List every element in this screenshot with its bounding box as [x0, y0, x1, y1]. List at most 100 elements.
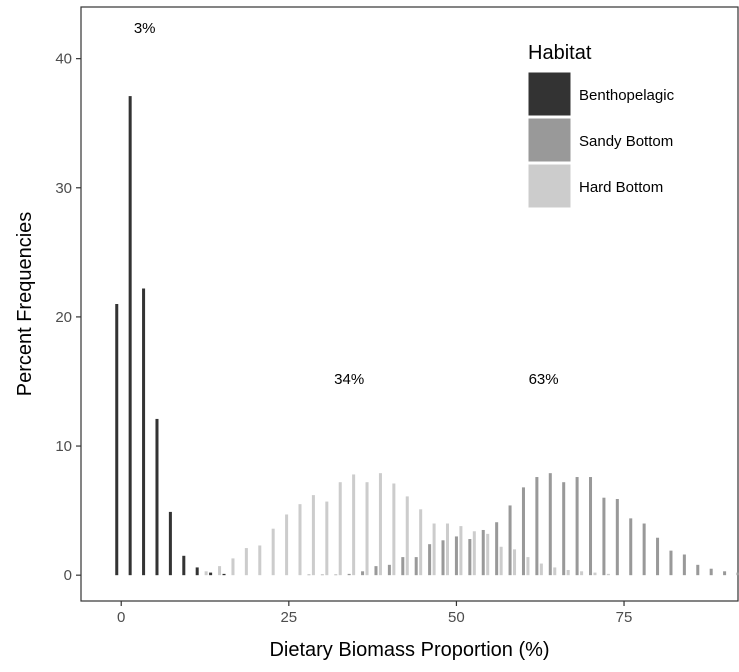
bar-sandy-bottom-7 [401, 557, 405, 576]
bar-sandy-bottom-25 [642, 523, 646, 576]
x-tick-label-3: 75 [616, 609, 633, 626]
bar-sandy-bottom-10 [441, 540, 445, 576]
bar-hard-bottom-23 [513, 549, 517, 576]
legend-key-benthopelagic [527, 71, 572, 117]
bar-hard-bottom-25 [539, 563, 543, 576]
y-tick-label-3: 30 [55, 180, 72, 197]
bar-sandy-bottom-17 [535, 477, 539, 576]
bar-hard-bottom-26 [553, 567, 557, 576]
annotations-layer: 3% 34% 63% [134, 20, 559, 388]
annotation-2: 63% [529, 371, 559, 388]
legend-label-benthopelagic: Benthopelagic [579, 87, 675, 104]
bar-hard-bottom-10 [338, 482, 342, 576]
legend: Habitat Benthopelagic Sandy Bottom Hard Bo… [527, 42, 675, 209]
bar-hard-bottom-6 [285, 514, 289, 576]
bar-sandy-bottom-5 [374, 566, 378, 576]
bar-hard-bottom-0 [204, 571, 208, 576]
bar-sandy-bottom-31 [723, 571, 727, 576]
bar-hard-bottom-18 [445, 523, 449, 576]
bar-hard-bottom-15 [405, 496, 409, 576]
bar-sandy-bottom-12 [468, 539, 472, 576]
bar-sandy-bottom-28 [682, 554, 686, 576]
bar-benthopelagic-8 [222, 573, 226, 576]
bar-hard-bottom-8 [311, 495, 315, 576]
bar-hard-bottom-27 [566, 570, 570, 576]
bar-sandy-bottom-21 [589, 477, 593, 576]
bar-hard-bottom-20 [472, 531, 476, 576]
legend-key-hard-bottom [527, 163, 572, 209]
bar-sandy-bottom-11 [454, 536, 458, 576]
legend-label-sandy-bottom: Sandy Bottom [579, 133, 673, 150]
bar-benthopelagic-5 [182, 555, 186, 576]
bar-sandy-bottom-27 [669, 550, 673, 576]
bar-benthopelagic-6 [195, 567, 199, 576]
bar-benthopelagic-0 [115, 304, 119, 576]
bar-hard-bottom-24 [526, 557, 530, 576]
bar-benthopelagic-7 [209, 572, 213, 576]
bar-sandy-bottom-19 [562, 482, 566, 576]
bar-sandy-bottom-22 [602, 497, 606, 576]
bar-benthopelagic-3 [155, 418, 159, 576]
annotation-0: 3% [134, 20, 156, 37]
bar-sandy-bottom-2 [334, 574, 338, 576]
bar-sandy-bottom-3 [347, 573, 351, 576]
bar-sandy-bottom-6 [387, 564, 391, 576]
bar-sandy-bottom-29 [696, 564, 700, 576]
bar-benthopelagic-4 [168, 511, 172, 576]
x-tick-label-0: 0 [117, 609, 125, 626]
bar-hard-bottom-9 [325, 501, 329, 576]
y-axis: 0 10 20 30 40 [55, 51, 81, 584]
y-tick-label-1: 10 [55, 438, 72, 455]
bar-hard-bottom-30 [606, 573, 610, 576]
bar-hard-bottom-7 [298, 504, 302, 576]
bar-sandy-bottom-1 [320, 574, 324, 576]
bar-hard-bottom-11 [352, 474, 356, 576]
annotation-1: 34% [334, 371, 364, 388]
y-tick-label-2: 20 [55, 309, 72, 326]
bar-hard-bottom-29 [593, 572, 597, 576]
bar-hard-bottom-21 [486, 533, 490, 576]
bar-sandy-bottom-30 [709, 568, 713, 576]
bar-benthopelagic-2 [142, 288, 146, 576]
y-tick-label-0: 0 [64, 567, 72, 584]
bar-sandy-bottom-4 [361, 571, 365, 576]
bar-hard-bottom-16 [419, 509, 423, 576]
bar-sandy-bottom-18 [548, 473, 552, 576]
bar-sandy-bottom-8 [414, 557, 418, 576]
y-tick-label-4: 40 [55, 51, 72, 68]
bar-hard-bottom-13 [378, 473, 382, 576]
bar-sandy-bottom-20 [575, 477, 579, 576]
bar-sandy-bottom-14 [495, 522, 499, 576]
bar-hard-bottom-17 [432, 523, 436, 576]
x-tick-label-2: 50 [448, 609, 465, 626]
bar-sandy-bottom-15 [508, 505, 512, 576]
legend-label-hard-bottom: Hard Bottom [579, 179, 663, 196]
bar-sandy-bottom-26 [656, 537, 660, 576]
legend-key-sandy-bottom [527, 117, 572, 163]
bar-sandy-bottom-16 [521, 487, 525, 576]
bar-hard-bottom-5 [271, 528, 275, 576]
bar-sandy-bottom-23 [615, 498, 619, 576]
bar-hard-bottom-3 [244, 548, 248, 576]
x-axis-title: Dietary Biomass Proportion (%) [269, 639, 549, 661]
bar-hard-bottom-1 [218, 566, 222, 576]
bar-hard-bottom-19 [459, 526, 463, 576]
y-axis-title: Percent Frequencies [14, 212, 36, 397]
bar-hard-bottom-2 [231, 558, 235, 576]
bars-layer [115, 96, 739, 576]
bar-sandy-bottom-13 [481, 529, 485, 576]
bar-sandy-bottom-32 [736, 572, 739, 576]
bar-sandy-bottom-24 [629, 518, 633, 576]
plot-panel [80, 6, 739, 602]
bar-sandy-bottom-0 [307, 574, 311, 576]
x-tick-label-1: 25 [280, 609, 297, 626]
bar-sandy-bottom-9 [428, 544, 432, 576]
bar-hard-bottom-4 [258, 545, 262, 576]
bar-benthopelagic-1 [128, 96, 132, 576]
bar-hard-bottom-28 [580, 571, 584, 576]
legend-title: Habitat [528, 42, 592, 64]
bar-hard-bottom-22 [499, 546, 503, 576]
bar-hard-bottom-12 [365, 482, 369, 576]
